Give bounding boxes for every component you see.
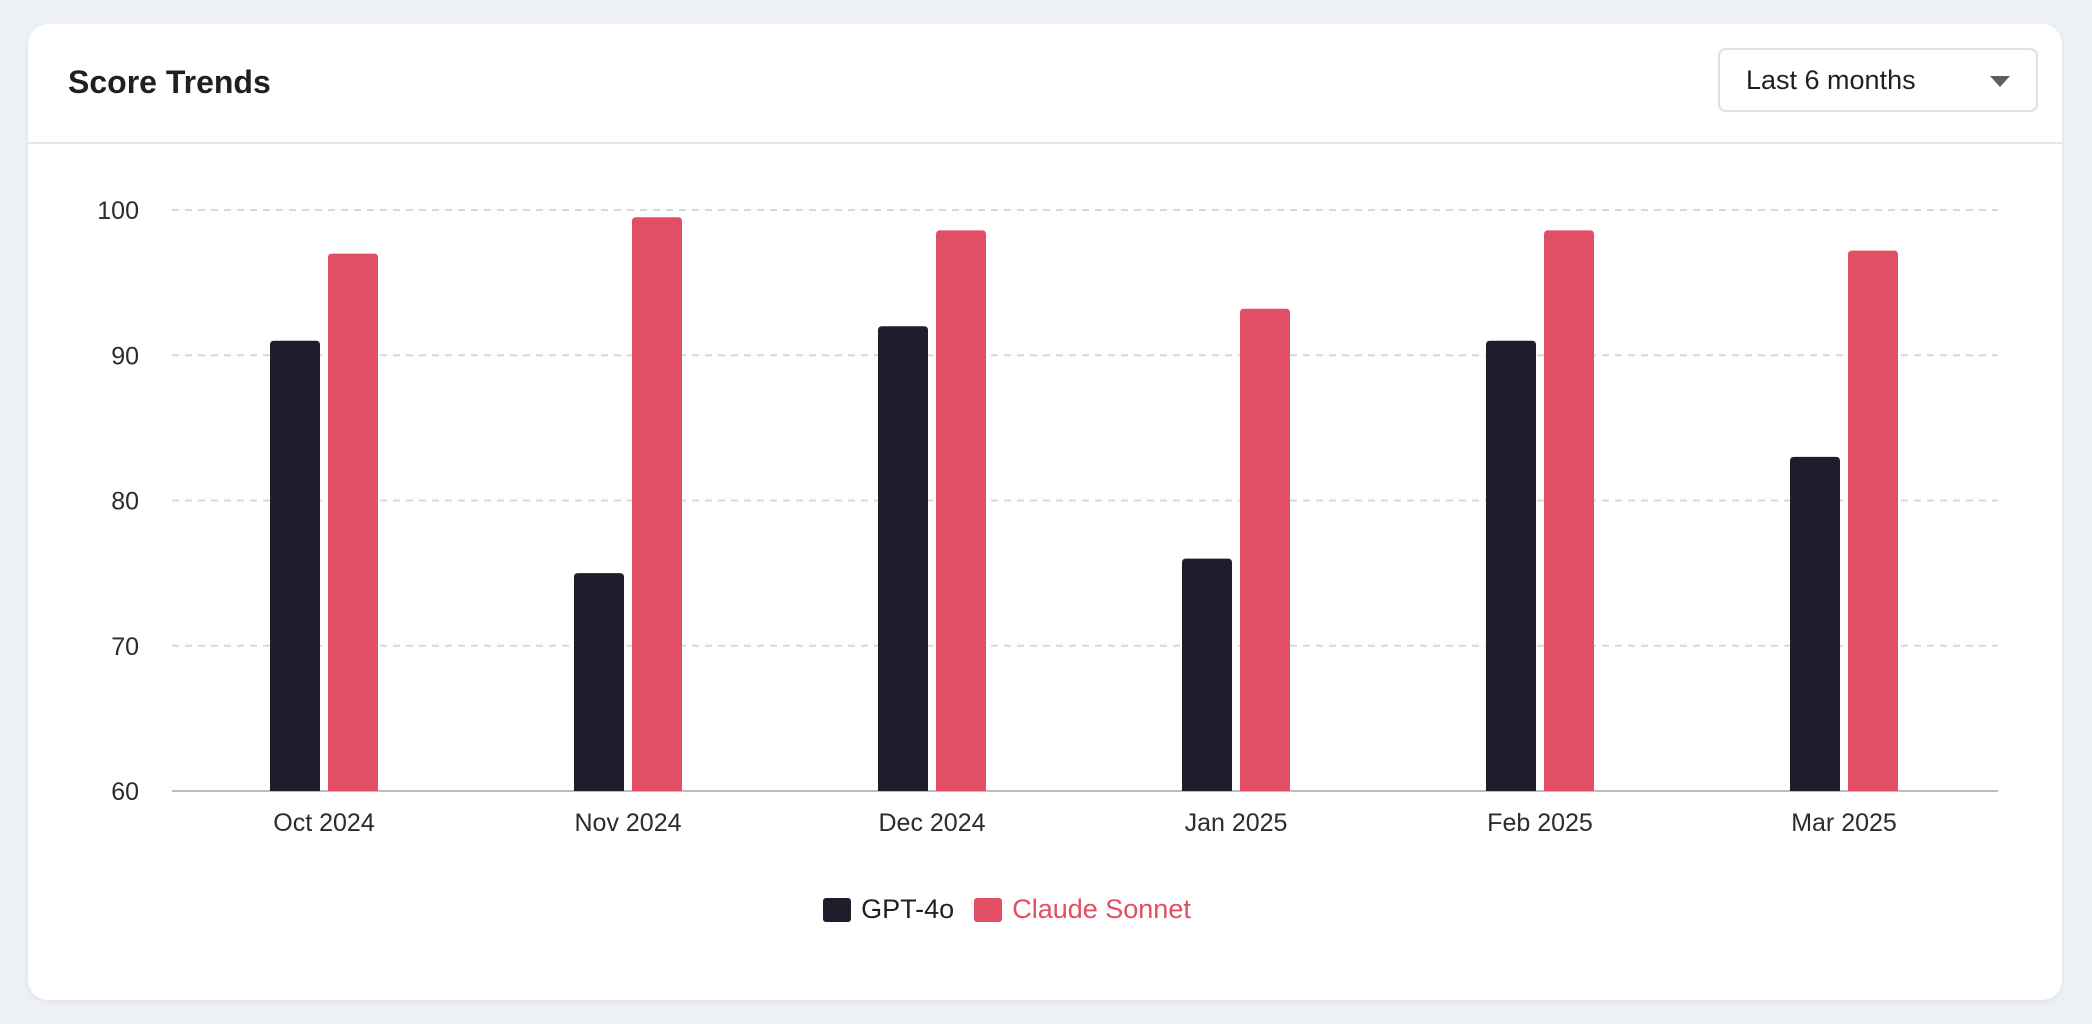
legend-label: GPT-4o bbox=[861, 894, 955, 924]
chevron-down-icon bbox=[1990, 76, 2010, 87]
bar-claude-sonnet[interactable] bbox=[1240, 308, 1290, 791]
y-tick-label: 90 bbox=[111, 342, 139, 370]
bar-gpt-4o[interactable] bbox=[1486, 340, 1536, 791]
bar-claude-sonnet[interactable] bbox=[632, 217, 682, 791]
x-tick-label: Feb 2025 bbox=[1487, 809, 1593, 837]
chart-legend: GPT-4o Claude Sonnet bbox=[28, 894, 2024, 925]
time-range-select[interactable]: Last 6 months bbox=[1718, 48, 2038, 112]
legend-label: Claude Sonnet bbox=[1012, 894, 1191, 924]
bars-layer bbox=[270, 217, 1898, 792]
x-tick-label: Dec 2024 bbox=[878, 809, 985, 837]
x-axis: Oct 2024 Nov 2024 Dec 2024 Jan 2025 Feb 2025… bbox=[273, 809, 1897, 837]
legend-item-claude-sonnet[interactable]: Claude Sonnet bbox=[974, 894, 1191, 925]
y-axis: 100 90 80 70 60 bbox=[97, 197, 139, 806]
x-tick-label: Jan 2025 bbox=[1185, 809, 1288, 837]
legend-swatch bbox=[974, 897, 1003, 922]
bar-claude-sonnet[interactable] bbox=[1544, 230, 1594, 791]
y-tick-label: 60 bbox=[111, 778, 139, 806]
bar-chart: 100 90 80 70 60 Oct 2024 Nov 2024 Dec 2024 Jan … bbox=[97, 197, 1998, 837]
y-tick-label: 80 bbox=[111, 488, 139, 516]
bar-claude-sonnet[interactable] bbox=[936, 230, 986, 791]
bar-gpt-4o[interactable] bbox=[270, 340, 320, 791]
card-header: Score Trends Last 6 months bbox=[28, 24, 2062, 144]
x-tick-label: Nov 2024 bbox=[574, 809, 681, 837]
y-tick-label: 100 bbox=[97, 197, 139, 225]
bar-claude-sonnet[interactable] bbox=[1848, 250, 1898, 792]
bar-gpt-4o[interactable] bbox=[878, 326, 928, 791]
time-range-value: Last 6 months bbox=[1746, 65, 1916, 95]
bar-claude-sonnet[interactable] bbox=[328, 253, 378, 791]
bar-gpt-4o[interactable] bbox=[1182, 558, 1232, 791]
grid-layer bbox=[172, 209, 1998, 792]
card-title: Score Trends bbox=[68, 64, 271, 100]
legend-swatch bbox=[823, 897, 852, 922]
x-tick-label: Mar 2025 bbox=[1791, 809, 1897, 837]
bar-gpt-4o[interactable] bbox=[1790, 456, 1840, 791]
bar-gpt-4o[interactable] bbox=[574, 573, 624, 791]
x-tick-label: Oct 2024 bbox=[273, 809, 375, 837]
y-tick-label: 70 bbox=[111, 633, 139, 661]
legend-item-gpt-4o[interactable]: GPT-4o bbox=[823, 894, 954, 925]
score-trends-card: Score Trends Last 6 months 100 90 80 70 60 O… bbox=[28, 24, 2062, 1000]
